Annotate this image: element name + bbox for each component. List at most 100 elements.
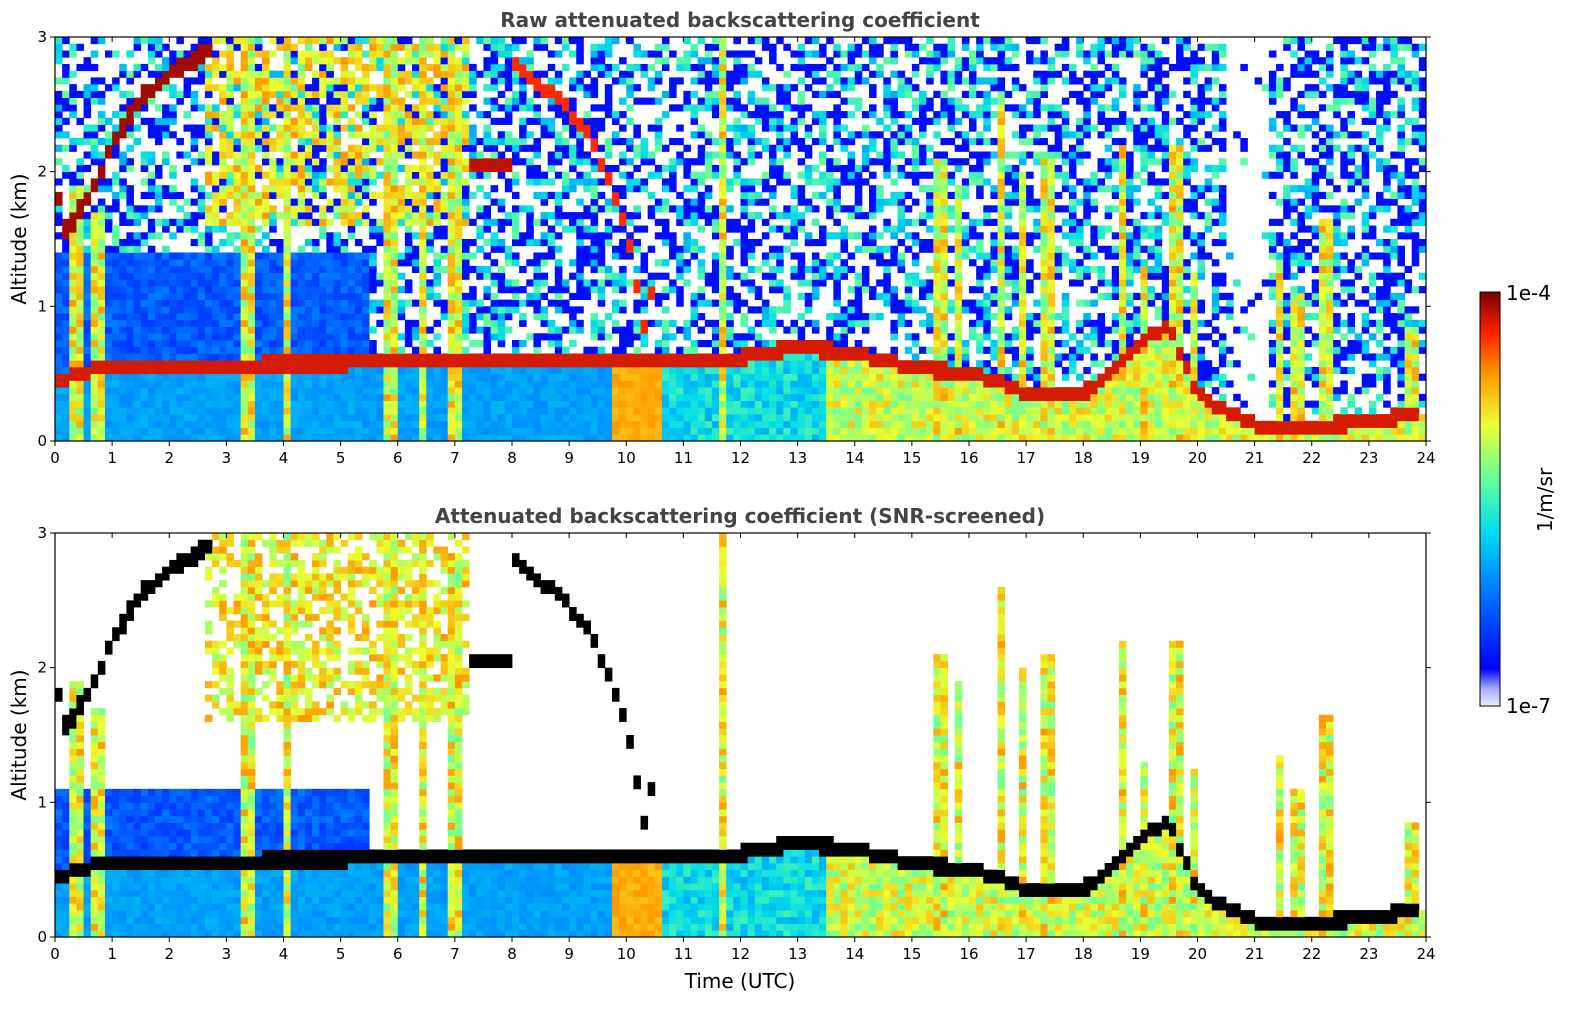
heatmap-cell	[733, 131, 741, 139]
heatmap-cell	[761, 346, 770, 354]
heatmap-cell	[204, 360, 213, 368]
heatmap-cell	[547, 212, 556, 220]
heatmap-cell	[319, 158, 327, 166]
heatmap-cell	[533, 43, 541, 51]
heatmap-cell	[76, 299, 84, 307]
heatmap-cell	[183, 50, 192, 58]
heatmap-cell	[369, 427, 377, 435]
heatmap-cell	[554, 104, 563, 112]
heatmap-cell	[133, 380, 142, 388]
heatmap-cell	[819, 420, 827, 428]
heatmap-cell	[583, 414, 591, 422]
heatmap-cell	[761, 414, 770, 422]
heatmap-cell	[719, 50, 727, 58]
heatmap-cell	[62, 420, 70, 428]
heatmap-cell	[412, 90, 420, 98]
heatmap-cell	[140, 252, 149, 260]
heatmap-cell	[726, 373, 734, 381]
heatmap-cell	[640, 185, 649, 193]
heatmap-cell	[419, 185, 427, 193]
heatmap-cell	[219, 225, 227, 233]
heatmap-cell	[154, 306, 163, 314]
heatmap-cell	[262, 299, 270, 307]
heatmap-cell	[319, 77, 327, 85]
heatmap-cell	[183, 84, 192, 92]
heatmap-cell	[811, 259, 820, 267]
heatmap-cell	[790, 131, 799, 139]
heatmap-cell	[754, 178, 763, 186]
heatmap-cell	[647, 212, 656, 220]
heatmap-cell	[326, 63, 334, 72]
heatmap-cell	[97, 151, 106, 159]
heatmap-cell	[233, 144, 242, 152]
heatmap-cell	[119, 393, 127, 401]
heatmap-cell	[726, 218, 734, 226]
heatmap-cell	[454, 225, 463, 233]
heatmap-cell	[783, 84, 791, 92]
heatmap-cell	[611, 205, 620, 213]
heatmap-cell	[440, 104, 449, 112]
heatmap-cell	[412, 346, 420, 354]
heatmap-cell	[483, 37, 491, 45]
heatmap-cell	[604, 279, 613, 287]
heatmap-cell	[312, 346, 320, 354]
heatmap-cell	[626, 252, 634, 260]
heatmap-cell	[126, 77, 134, 85]
heatmap-cell	[462, 84, 470, 92]
heatmap-cell	[419, 117, 427, 125]
heatmap-cell	[276, 178, 284, 186]
heatmap-cell	[590, 414, 599, 422]
heatmap-cell	[83, 306, 92, 314]
heatmap-cell	[719, 171, 727, 179]
heatmap-cell	[540, 313, 549, 321]
heatmap-cell	[204, 286, 213, 294]
heatmap-cell	[719, 63, 727, 72]
heatmap-cell	[347, 393, 356, 401]
heatmap-cell	[76, 353, 84, 361]
heatmap-cell	[204, 259, 213, 267]
heatmap-cell	[62, 218, 70, 226]
heatmap-cell	[204, 84, 213, 92]
heatmap-cell	[426, 239, 434, 247]
heatmap-cell	[761, 380, 770, 388]
heatmap-cell	[690, 245, 699, 253]
heatmap-cell	[512, 427, 520, 435]
heatmap-cell	[304, 306, 313, 314]
heatmap-cell	[247, 387, 256, 395]
heatmap-cell	[526, 279, 534, 287]
heatmap-cell	[62, 393, 70, 401]
heatmap-cell	[140, 84, 149, 92]
heatmap-cell	[733, 400, 741, 408]
heatmap-cell	[512, 43, 520, 51]
heatmap-cell	[676, 272, 684, 280]
heatmap-cell	[147, 90, 156, 98]
heatmap-cell	[747, 373, 756, 381]
heatmap-cell	[162, 393, 170, 401]
heatmap-cell	[404, 232, 413, 240]
heatmap-cell	[569, 292, 577, 300]
heatmap-cell	[347, 272, 356, 280]
heatmap-cell	[140, 191, 149, 199]
heatmap-cell	[140, 393, 149, 401]
heatmap-cell	[661, 259, 670, 267]
heatmap-cell	[419, 299, 427, 307]
heatmap-cell	[204, 117, 213, 125]
heatmap-cell	[583, 205, 591, 213]
heatmap-cell	[526, 77, 534, 85]
heatmap-cell	[126, 265, 134, 274]
heatmap-cell	[204, 333, 213, 341]
heatmap-cell	[761, 434, 770, 442]
heatmap-cell	[126, 353, 134, 361]
heatmap-cell	[754, 414, 763, 422]
heatmap-cell	[147, 414, 156, 422]
heatmap-cell	[711, 104, 720, 112]
heatmap-cell	[333, 272, 342, 280]
heatmap-cell	[197, 387, 206, 395]
heatmap-cell	[683, 333, 691, 341]
heatmap-cell	[447, 427, 456, 435]
heatmap-cell	[476, 366, 484, 375]
heatmap-cell	[319, 191, 327, 199]
heatmap-cell	[176, 333, 184, 341]
heatmap-cell	[169, 286, 177, 294]
heatmap-cell	[390, 407, 399, 415]
